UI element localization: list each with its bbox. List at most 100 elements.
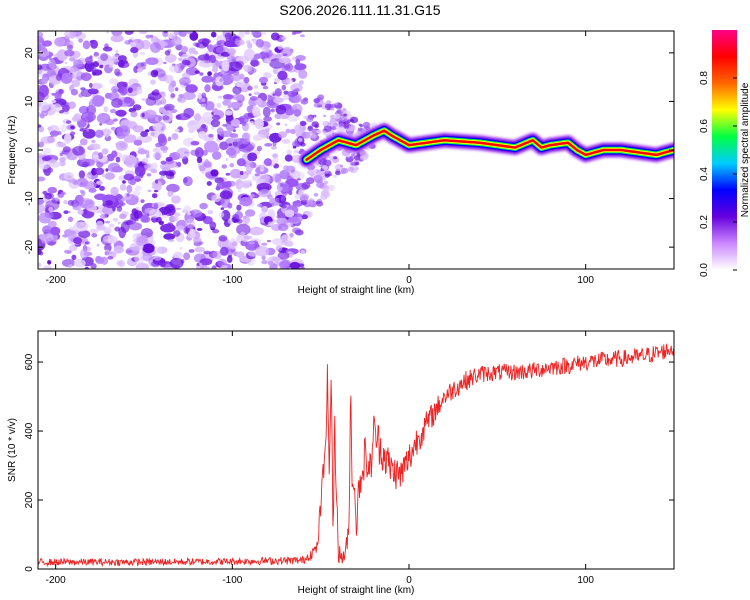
noise-blob — [38, 35, 44, 44]
noise-blob — [220, 51, 231, 57]
noise-blob — [243, 235, 253, 240]
noise-blob — [38, 198, 44, 205]
noise-blob — [150, 79, 156, 85]
noise-blob — [160, 163, 165, 170]
noise-blob — [323, 114, 327, 118]
noise-blob — [330, 107, 335, 111]
noise-blob — [258, 189, 272, 198]
noise-blob — [73, 113, 82, 122]
noise-blob — [171, 195, 181, 204]
noise-blob — [267, 260, 274, 266]
noise-blob — [124, 60, 128, 64]
noise-blob — [236, 251, 245, 258]
noise-blob — [38, 64, 43, 70]
noise-blob — [73, 221, 89, 232]
noise-blob — [234, 80, 246, 88]
noise-blob — [253, 133, 266, 141]
noise-blob — [159, 262, 166, 268]
noise-blob — [158, 206, 171, 215]
noise-blob — [202, 111, 213, 122]
noise-blob — [71, 254, 77, 261]
noise-blob — [90, 83, 103, 90]
noise-blob — [261, 205, 269, 213]
noise-blob — [111, 98, 123, 108]
noise-blob — [38, 91, 45, 102]
noise-blob — [169, 257, 184, 269]
noise-blob — [41, 63, 48, 68]
noise-blob — [211, 114, 221, 121]
noise-blob — [107, 236, 118, 244]
noise-blob — [80, 248, 88, 259]
noise-blob — [197, 131, 207, 139]
noise-blob — [353, 155, 361, 161]
noise-blob — [199, 258, 213, 266]
noise-blob — [160, 146, 169, 151]
noise-blob — [247, 152, 258, 162]
noise-blob — [41, 237, 50, 244]
noise-blob — [60, 124, 67, 133]
noise-blob — [212, 250, 222, 260]
noise-blob — [215, 46, 230, 54]
noise-blob — [253, 91, 261, 96]
noise-blob — [299, 34, 305, 38]
noise-blob — [123, 96, 132, 104]
noise-blob — [40, 136, 56, 144]
noise-blob — [229, 136, 241, 143]
noise-blob — [179, 77, 191, 86]
noise-blob — [112, 217, 118, 222]
noise-blob — [48, 206, 53, 213]
noise-blob — [210, 169, 219, 177]
noise-blob — [72, 203, 82, 211]
y-tick-label: -20 — [24, 239, 35, 254]
noise-blob — [57, 142, 67, 148]
x-tick-label: -200 — [46, 275, 66, 286]
noise-blob — [173, 230, 181, 237]
x-tick-label: 100 — [577, 275, 594, 286]
noise-blob — [118, 196, 125, 203]
noise-blob — [194, 113, 201, 122]
noise-blob — [236, 82, 241, 88]
noise-blob — [264, 143, 273, 147]
noise-blob — [111, 85, 119, 93]
noise-blob — [296, 178, 301, 181]
y-tick-label: 600 — [24, 353, 35, 370]
noise-blob — [151, 193, 158, 199]
noise-blob — [294, 229, 304, 236]
noise-blob — [286, 79, 294, 84]
noise-blob — [203, 250, 211, 255]
noise-blob — [154, 246, 162, 254]
noise-blob — [238, 31, 245, 39]
noise-blob — [159, 91, 164, 95]
noise-blob — [55, 73, 63, 81]
noise-blob — [211, 265, 217, 269]
noise-blob — [224, 32, 233, 42]
noise-blob — [137, 148, 147, 155]
colorbar-tick-label: 0.0 — [699, 263, 710, 277]
colorbar-bar — [712, 30, 737, 270]
noise-blob — [117, 55, 127, 62]
noise-blob — [230, 118, 241, 127]
noise-blob — [259, 76, 268, 84]
noise-blob — [321, 165, 329, 171]
noise-blob — [179, 247, 183, 250]
noise-blob — [227, 104, 231, 109]
noise-blob — [344, 124, 350, 129]
noise-blob — [183, 205, 191, 214]
noise-blob — [105, 168, 109, 172]
noise-blob — [294, 124, 302, 133]
noise-blob — [66, 44, 73, 51]
noise-blob — [105, 200, 114, 206]
noise-blob — [104, 92, 112, 99]
noise-blob — [153, 184, 162, 191]
noise-blob — [153, 255, 162, 261]
noise-blob — [264, 58, 272, 64]
noise-blob — [182, 53, 188, 58]
noise-blob — [227, 202, 233, 209]
noise-blob — [240, 231, 246, 236]
noise-blob — [270, 146, 277, 150]
noise-blob — [248, 241, 255, 245]
noise-blob — [249, 96, 258, 101]
noise-blob — [38, 248, 42, 256]
noise-blob — [48, 212, 54, 219]
noise-blob — [201, 98, 206, 102]
